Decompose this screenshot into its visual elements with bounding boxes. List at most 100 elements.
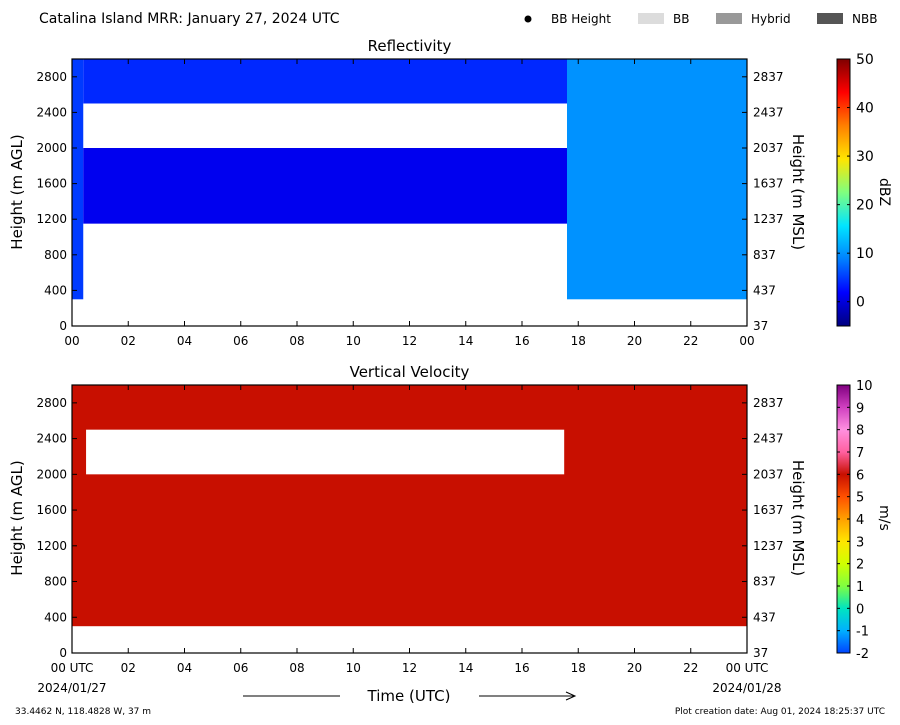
y-tick-label-left: 2800 xyxy=(36,70,67,84)
colorbar-tick-label: 3 xyxy=(856,535,864,550)
legend-swatch-bb-height xyxy=(524,15,532,23)
reflectivity-plot-area xyxy=(72,59,747,300)
x-tick-label: 04 xyxy=(177,661,192,675)
colorbar-tick-label: 0 xyxy=(856,602,864,617)
colorbar-tick-label: 10 xyxy=(856,246,874,262)
colorbar-tick-label: 0 xyxy=(856,295,865,311)
x-tick-label: 12 xyxy=(402,661,417,675)
x-tick-label: 04 xyxy=(177,334,192,348)
reflectivity-panel: Reflectivity Height (m AGL) Height (m MS… xyxy=(8,37,892,348)
start-date-label: 2024/01/27 xyxy=(37,681,106,695)
colorbar-scale xyxy=(836,58,851,327)
x-tick-label: 06 xyxy=(233,661,248,675)
panel-title-vertical-velocity: Vertical Velocity xyxy=(350,363,470,381)
x-tick-label: 16 xyxy=(514,661,529,675)
x-tick-label: 14 xyxy=(458,661,473,675)
x-tick-label: 08 xyxy=(289,661,304,675)
x-tick-label: 18 xyxy=(571,661,586,675)
x-tick-label: 16 xyxy=(514,334,529,348)
legend-label-bb: BB xyxy=(673,12,689,26)
y-tick-label-right: 837 xyxy=(753,575,776,589)
no-data-gap xyxy=(86,103,565,148)
data-region xyxy=(72,385,747,627)
colorbar-tick-label: 10 xyxy=(856,379,873,394)
x-tick-label: 00 xyxy=(739,334,754,348)
colorbar-label-ms: m/s xyxy=(876,505,892,531)
y-tick-label-right: 2837 xyxy=(753,396,784,410)
x-tick-label: 08 xyxy=(289,334,304,348)
plot-creation-date: Plot creation date: Aug 01, 2024 18:25:3… xyxy=(675,707,885,717)
data-region xyxy=(83,59,567,104)
y-tick-label-right: 2037 xyxy=(753,141,784,155)
legend-swatch-nbb xyxy=(817,13,843,24)
x-tick-label: 00 UTC xyxy=(726,661,769,675)
y-tick-label-right: 1237 xyxy=(753,212,784,226)
colorbar-tick-label: 7 xyxy=(856,446,864,461)
x-tick-label: 20 xyxy=(627,661,642,675)
y-tick-label-right: 37 xyxy=(753,319,768,333)
legend-swatch-bb xyxy=(638,13,664,24)
y-tick-label-left: 2400 xyxy=(36,105,67,119)
colorbar-tick-label: 20 xyxy=(856,198,874,214)
y-tick-label-right: 2437 xyxy=(753,105,784,119)
x-tick-label: 12 xyxy=(402,334,417,348)
legend: BB Height BB Hybrid NBB xyxy=(524,12,877,26)
colorbar-tick-label: 6 xyxy=(856,468,864,483)
y-axis-label-msl: Height (m MSL) xyxy=(789,134,807,250)
no-data-gap xyxy=(86,429,565,475)
colorbar-tick-label: 9 xyxy=(856,401,864,416)
y-tick-label-right: 437 xyxy=(753,610,776,624)
y-tick-label-right: 2837 xyxy=(753,70,784,84)
colorbar-tick-label: -2 xyxy=(856,647,869,662)
y-tick-label-right: 1237 xyxy=(753,539,784,553)
velocity-colorbar: -2 -1 0 1 2 3 4 5 6 7 8 9 10 xyxy=(836,379,873,662)
y-tick-label-left: 0 xyxy=(59,646,67,660)
x-tick-label: 10 xyxy=(346,661,361,675)
y-tick-label-left: 0 xyxy=(59,319,67,333)
y-tick-label-right: 37 xyxy=(753,646,768,660)
colorbar-label-dbz: dBZ xyxy=(876,178,892,206)
y-tick-label-left: 800 xyxy=(44,248,67,262)
end-date-label: 2024/01/28 xyxy=(712,681,781,695)
station-location: 33.4462 N, 118.4828 W, 37 m xyxy=(15,707,151,717)
legend-label-hybrid: Hybrid xyxy=(751,12,791,26)
y-tick-label-right: 837 xyxy=(753,248,776,262)
figure-title: Catalina Island MRR: January 27, 2024 UT… xyxy=(39,11,340,27)
colorbar-tick-label: 40 xyxy=(856,101,874,117)
x-tick-label: 02 xyxy=(121,334,136,348)
colorbar-tick-label: 2 xyxy=(856,558,864,573)
legend-label-bb-height: BB Height xyxy=(551,12,611,26)
x-tick-label: 22 xyxy=(683,661,698,675)
y-tick-label-right: 1637 xyxy=(753,503,784,517)
colorbar-tick-label: 5 xyxy=(856,491,864,506)
legend-label-nbb: NBB xyxy=(852,12,877,26)
velocity-plot-area xyxy=(72,385,747,627)
x-tick-label: 22 xyxy=(683,334,698,348)
x-tick-label: 06 xyxy=(233,334,248,348)
velocity-axes: 0 37 400 437 800 837 1200 1237 1600 1637 2000 2037 2… xyxy=(36,384,784,675)
data-region xyxy=(567,59,747,300)
y-tick-label-right: 2037 xyxy=(753,467,784,481)
panel-title-reflectivity: Reflectivity xyxy=(368,37,452,55)
y-tick-label-left: 2000 xyxy=(36,141,67,155)
y-tick-label-left: 1600 xyxy=(36,177,67,191)
y-tick-label-left: 800 xyxy=(44,575,67,589)
colorbar-tick-label: 30 xyxy=(856,149,874,165)
colorbar-tick-label: 8 xyxy=(856,424,864,439)
time-arrow-head-icon xyxy=(565,691,577,701)
colorbar-tick-label: 1 xyxy=(856,580,864,595)
x-tick-label: 10 xyxy=(346,334,361,348)
y-tick-label-left: 400 xyxy=(44,610,67,624)
data-region xyxy=(72,59,84,300)
x-tick-label: 18 xyxy=(571,334,586,348)
colorbar-tick-label: 50 xyxy=(856,52,874,68)
x-tick-label: 00 xyxy=(64,334,79,348)
legend-swatch-hybrid xyxy=(716,13,742,24)
y-tick-label-right: 1637 xyxy=(753,177,784,191)
y-tick-label-left: 2400 xyxy=(36,432,67,446)
y-tick-label-right: 437 xyxy=(753,283,776,297)
x-tick-label: 20 xyxy=(627,334,642,348)
reflectivity-colorbar: 0 10 20 30 40 50 xyxy=(836,52,874,327)
y-axis-label-agl: Height (m AGL) xyxy=(8,134,26,249)
